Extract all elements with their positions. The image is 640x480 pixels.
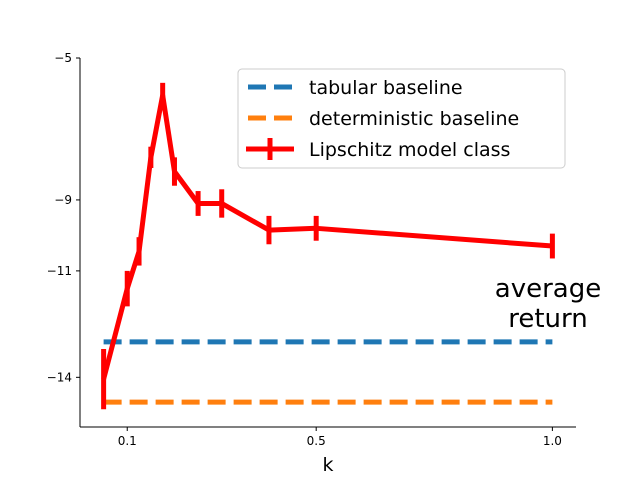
x-axis-label: k (322, 454, 333, 476)
x-tick-label: 1.0 (543, 434, 562, 448)
x-tick-label: 0.5 (307, 434, 326, 448)
y-tick-label: −5 (54, 51, 72, 65)
legend-label: deterministic baseline (309, 108, 519, 130)
legend: tabular baseline deterministic baseline Li… (237, 68, 566, 169)
x-tick-label: 0.1 (118, 434, 137, 448)
y-axis-label-line: return (508, 304, 588, 334)
y-axis-label-line: average (495, 274, 601, 304)
legend-label: Lipschitz model class (309, 139, 510, 161)
y-tick-label: −9 (54, 193, 72, 207)
legend-frame (237, 68, 566, 169)
y-axis-label: average return (495, 274, 601, 334)
legend-label: tabular baseline (309, 77, 463, 99)
y-tick-label: −14 (47, 370, 72, 384)
y-tick-label: −11 (47, 264, 72, 278)
